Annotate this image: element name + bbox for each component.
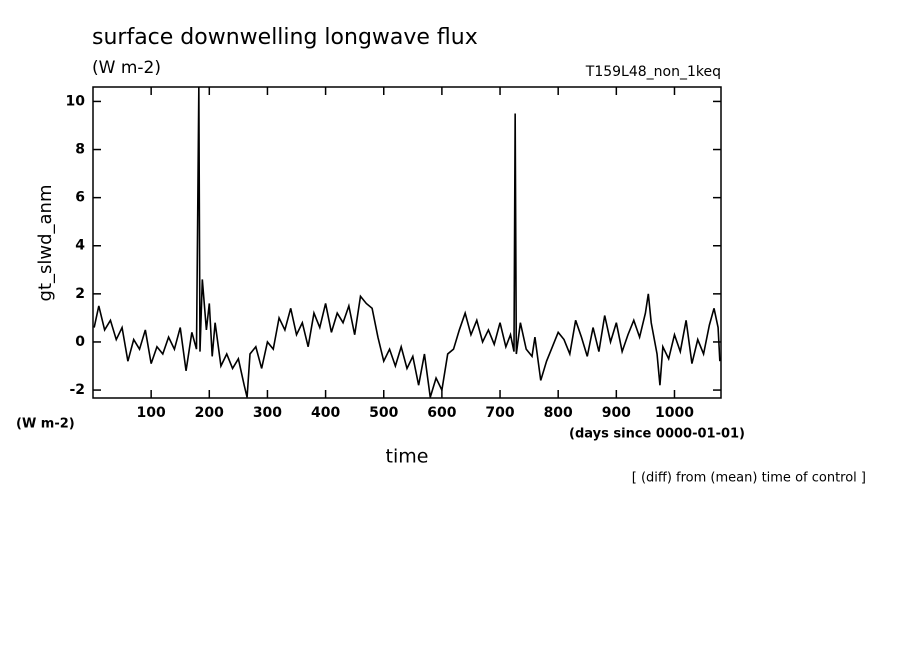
note: [ (diff) from (mean) time of control ] [632,471,866,486]
chart-title: surface downwelling longwave flux [92,25,478,50]
x-tick-label: 200 [195,405,224,421]
subtitle: (W m-2) [92,58,161,78]
x-tick-label: 800 [544,405,573,421]
x-tick-label: 500 [369,405,398,421]
x-tick-label: 900 [602,405,631,421]
data-line [93,87,721,398]
y-tick-label: 2 [75,286,85,302]
x-tick-label: 100 [137,405,166,421]
y-unit: (W m-2) [16,417,75,432]
x-axis-label: time [386,446,429,468]
y-axis-label: gt_slwd_anm [35,185,56,302]
y-tick-label: 8 [75,142,85,158]
x-tick-label: 1000 [655,405,694,421]
x-unit: (days since 0000-01-01) [569,427,745,442]
x-tick-label: 400 [311,405,340,421]
x-tick-label: 300 [253,405,282,421]
y-tick-label: 10 [66,93,86,109]
y-tick-label: 0 [75,334,85,350]
run-label: T159L48_non_1keq [585,64,721,80]
y-tick-label: -2 [69,382,85,398]
x-tick-label: 600 [427,405,456,421]
y-tick-label: 4 [75,238,85,254]
y-tick-label: 6 [75,190,85,206]
x-tick-label: 700 [485,405,514,421]
plot-frame [92,86,722,399]
